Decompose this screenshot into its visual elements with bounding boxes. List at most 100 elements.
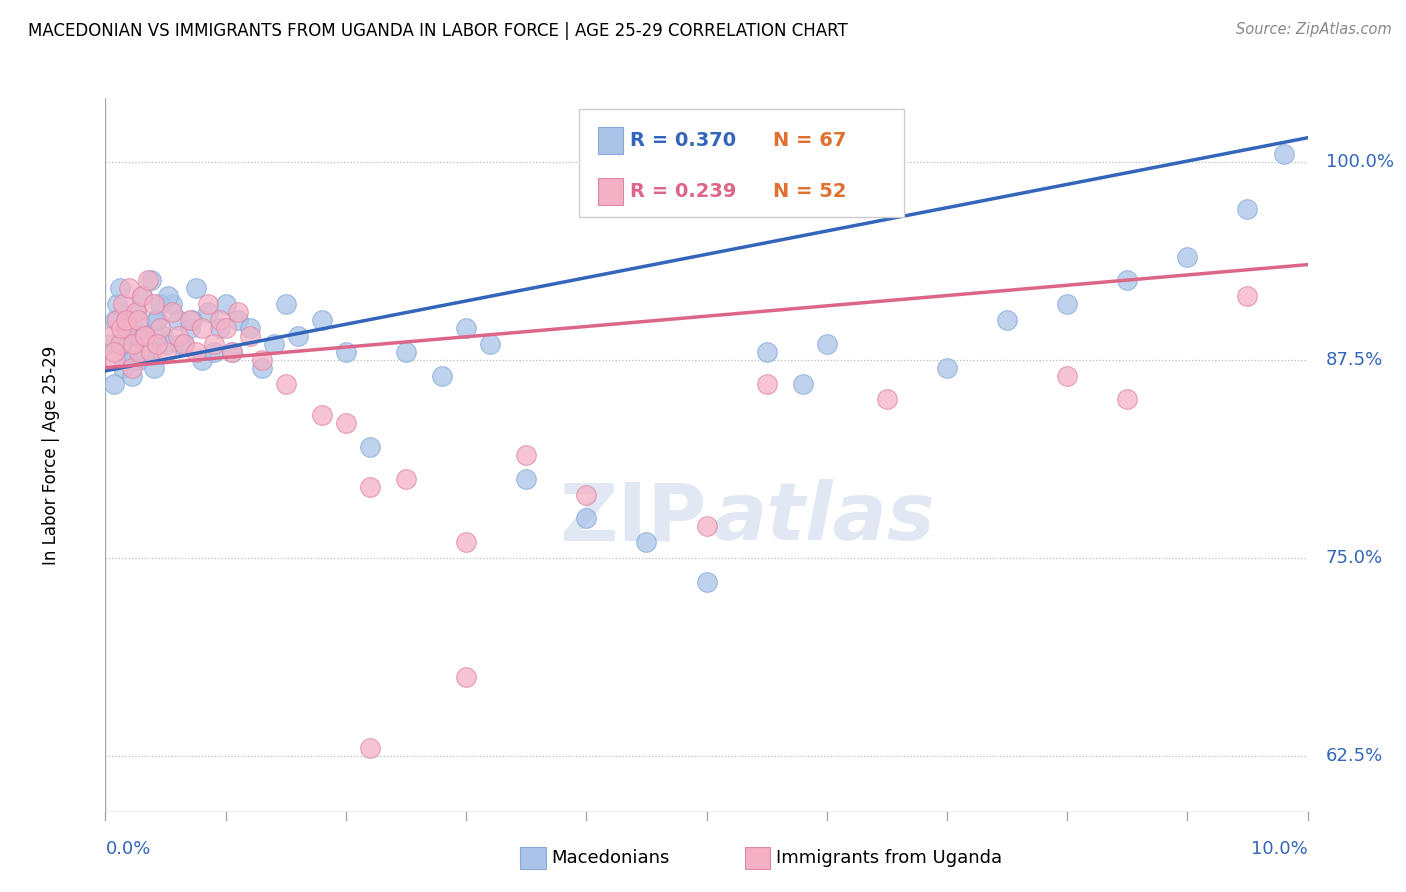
Text: Source: ZipAtlas.com: Source: ZipAtlas.com [1236, 22, 1392, 37]
Point [142, 297, 165, 311]
Point [696, 574, 718, 589]
Point [179, 313, 201, 327]
Point [181, 313, 204, 327]
Point [876, 392, 898, 407]
Point [221, 344, 243, 359]
Point [128, 352, 150, 367]
Point [202, 344, 225, 359]
Point [197, 297, 219, 311]
Point [335, 344, 357, 359]
Point [208, 321, 231, 335]
Point [112, 360, 135, 375]
Point [515, 472, 537, 486]
Text: Immigrants from Uganda: Immigrants from Uganda [776, 849, 1002, 867]
Point [335, 416, 357, 430]
Point [202, 337, 225, 351]
Point [208, 313, 231, 327]
Point [359, 440, 381, 454]
Text: 75.0%: 75.0% [1326, 549, 1382, 567]
Point [430, 368, 453, 383]
Point [166, 329, 188, 343]
Text: 0.0%: 0.0% [105, 840, 150, 858]
Point [274, 376, 297, 391]
Text: atlas: atlas [713, 479, 935, 558]
Point [107, 297, 129, 311]
Point [110, 337, 132, 351]
Point [136, 344, 159, 359]
Point [815, 337, 838, 351]
Point [179, 321, 201, 335]
Point [104, 313, 127, 327]
Point [311, 313, 333, 327]
Point [100, 329, 122, 343]
Text: Macedonians: Macedonians [551, 849, 669, 867]
Point [755, 344, 778, 359]
Point [139, 344, 162, 359]
Point [103, 344, 125, 359]
Point [263, 337, 285, 351]
Point [122, 337, 145, 351]
Point [134, 344, 156, 359]
Point [311, 409, 333, 423]
Point [118, 344, 141, 359]
Point [792, 376, 814, 391]
Point [214, 321, 236, 335]
Point [636, 535, 658, 549]
Point [359, 480, 381, 494]
Point [146, 313, 169, 327]
Text: MACEDONIAN VS IMMIGRANTS FROM UGANDA IN LABOR FORCE | AGE 25-29 CORRELATION CHAR: MACEDONIAN VS IMMIGRANTS FROM UGANDA IN … [28, 22, 848, 40]
Point [456, 321, 478, 335]
Point [128, 344, 150, 359]
Point [110, 321, 132, 335]
Point [190, 321, 212, 335]
Point [359, 741, 381, 756]
Point [1236, 202, 1258, 216]
Point [1116, 273, 1139, 287]
Text: 87.5%: 87.5% [1326, 351, 1384, 368]
Point [456, 535, 478, 549]
Text: 10.0%: 10.0% [1251, 840, 1308, 858]
Point [115, 313, 138, 327]
Point [226, 305, 249, 319]
Text: N = 52: N = 52 [773, 182, 846, 202]
Point [148, 321, 170, 335]
Point [250, 352, 273, 367]
Point [108, 337, 131, 351]
Point [1056, 368, 1078, 383]
Text: R = 0.370: R = 0.370 [630, 131, 735, 150]
Point [575, 487, 598, 501]
Point [995, 313, 1018, 327]
Point [1175, 250, 1198, 264]
Point [184, 344, 207, 359]
Point [190, 352, 212, 367]
Point [142, 360, 165, 375]
Point [936, 360, 959, 375]
Point [127, 329, 149, 343]
Point [100, 337, 122, 351]
Point [121, 360, 143, 375]
Text: In Labor Force | Age 25-29: In Labor Force | Age 25-29 [42, 345, 60, 565]
Point [121, 368, 143, 383]
Point [287, 329, 309, 343]
Point [755, 376, 778, 391]
Point [1236, 289, 1258, 303]
Point [115, 313, 138, 327]
Point [145, 313, 167, 327]
Point [395, 344, 418, 359]
Point [395, 472, 418, 486]
Point [155, 344, 177, 359]
Text: R = 0.239: R = 0.239 [630, 182, 737, 202]
Point [107, 313, 129, 327]
Point [155, 337, 177, 351]
Point [148, 297, 170, 311]
Point [197, 305, 219, 319]
Point [156, 289, 179, 303]
Point [575, 511, 598, 525]
Point [118, 281, 141, 295]
Text: N = 67: N = 67 [773, 131, 846, 150]
Point [239, 321, 262, 335]
Point [239, 329, 262, 343]
Point [103, 376, 125, 391]
Point [108, 281, 131, 295]
Point [160, 305, 183, 319]
